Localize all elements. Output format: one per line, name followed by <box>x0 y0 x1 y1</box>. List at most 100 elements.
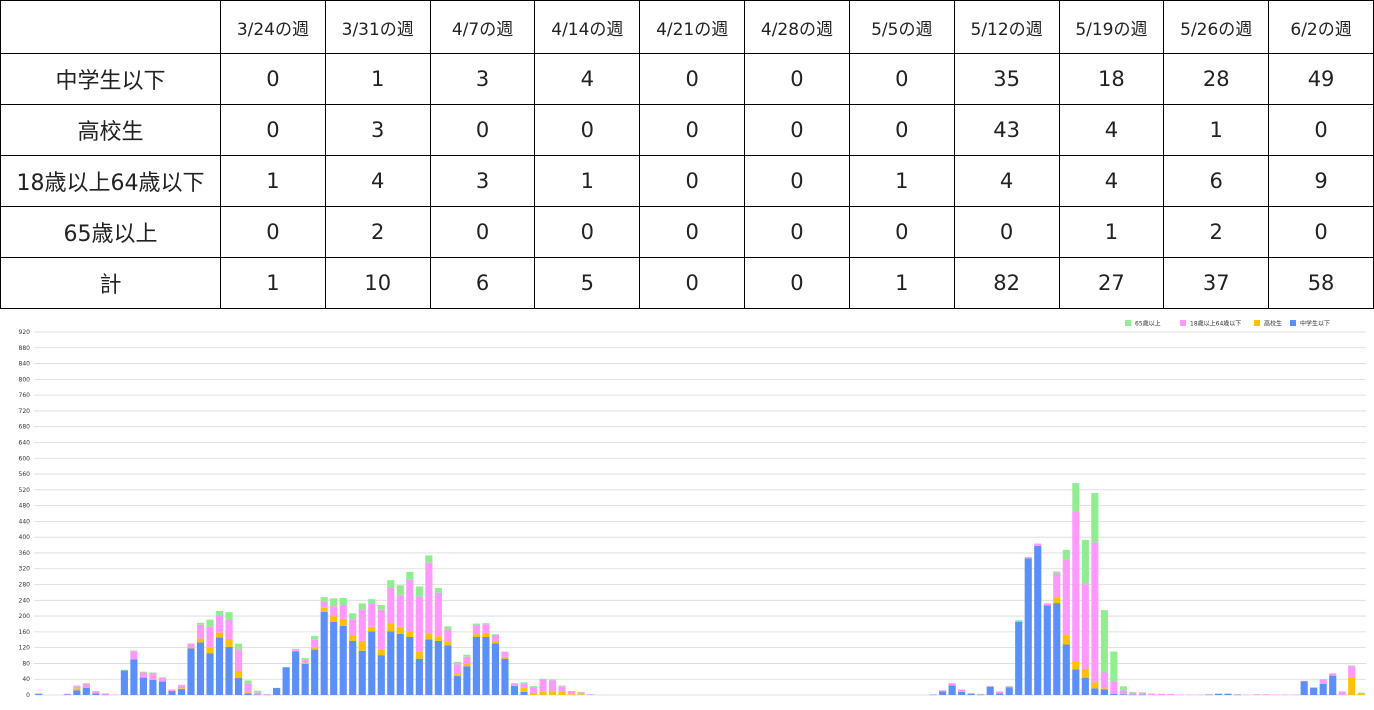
bar-segment <box>1262 694 1270 695</box>
bar-segment <box>501 656 509 659</box>
bar-segment <box>1138 692 1146 693</box>
bar-segment <box>225 638 233 647</box>
bar-segment <box>491 640 500 644</box>
bar-segment <box>415 596 423 652</box>
bar-segment <box>1129 692 1137 695</box>
bar-segment <box>577 694 585 695</box>
table-row: 65歳以上 0 2 0 0 0 0 0 0 1 2 0 <box>0 206 1374 258</box>
y-tick-label: 0 <box>26 692 30 699</box>
bar-segment <box>948 685 956 695</box>
stacked-bar-chart: 0 40 80 120 160 200 240 280 320 360 400 440 480 520 56… <box>19 320 1366 699</box>
bar-segment <box>1015 620 1023 623</box>
bar-segment <box>1329 675 1337 695</box>
bar-segment <box>130 659 138 695</box>
bar-segment <box>406 571 414 580</box>
bar-segment <box>567 691 576 695</box>
bar-segment <box>82 683 90 684</box>
bar-segment <box>1091 682 1099 689</box>
bar-segment <box>1034 543 1042 544</box>
bar-segment <box>1205 694 1213 696</box>
bar-segment <box>225 612 233 621</box>
table-cell: 0 <box>220 206 326 258</box>
bar-segment <box>1300 680 1308 682</box>
bar-segment <box>225 620 233 639</box>
bar-segment <box>1348 666 1356 679</box>
bar-segment <box>177 688 186 690</box>
bar-segment <box>396 595 404 627</box>
bar-segment <box>387 588 395 624</box>
y-tick-label: 240 <box>19 597 31 604</box>
bar-segment <box>158 681 167 695</box>
bar-segment <box>482 633 490 637</box>
bar-segment <box>292 648 300 651</box>
bar-segment <box>187 647 195 649</box>
bar-segment <box>301 663 309 695</box>
y-tick-label: 320 <box>19 566 31 573</box>
bar-segment <box>463 654 471 657</box>
bar-segment <box>406 631 414 637</box>
table-cell: 3 <box>429 53 536 105</box>
bar-segment <box>187 643 195 648</box>
bar-segment <box>377 609 385 650</box>
bar-segment <box>387 580 395 589</box>
row-label: 計 <box>0 257 221 309</box>
bar-segment <box>520 683 528 688</box>
bar-segment <box>120 670 128 695</box>
bar-segment <box>1138 692 1146 695</box>
table-cell: 0 <box>1268 206 1374 258</box>
bar-segment <box>1281 694 1289 696</box>
bar-segment <box>501 658 509 695</box>
bar-segment <box>977 694 985 696</box>
column-header: 4/28の週 <box>744 0 850 54</box>
bar-segment <box>301 662 309 664</box>
y-tick-label: 400 <box>19 534 31 541</box>
y-tick-label: 680 <box>19 424 31 431</box>
bar-segment <box>73 685 81 689</box>
bar-segment <box>254 690 262 693</box>
bar-segment <box>1338 691 1346 695</box>
bar-segment <box>463 656 471 664</box>
table-cell: 0 <box>534 104 641 156</box>
table-cell: 6 <box>1163 155 1270 207</box>
bar-segment <box>472 623 480 626</box>
bar-segment <box>215 637 224 695</box>
bar-segment <box>330 598 338 607</box>
bar-segment <box>254 694 262 696</box>
bar-segment <box>196 638 205 643</box>
bar-segment <box>149 672 157 674</box>
bar-segment <box>292 650 300 652</box>
bar-segment <box>548 679 557 681</box>
bar-segment <box>948 683 956 686</box>
table-cell: 4 <box>324 155 431 207</box>
bar-segment <box>377 605 385 610</box>
bar-segment <box>101 694 109 696</box>
bar-segment <box>1357 693 1365 695</box>
table-cell: 0 <box>744 257 850 309</box>
bar-segment <box>1081 677 1089 695</box>
table-cell: 58 <box>1268 257 1374 309</box>
bar-segment <box>425 555 433 563</box>
bar-segment <box>368 631 376 695</box>
bar-segment <box>206 619 214 627</box>
bar-segment <box>1205 694 1213 695</box>
y-tick-label: 440 <box>19 518 31 525</box>
bar-segment <box>349 640 357 695</box>
table-cell: 2 <box>324 206 431 258</box>
bar-segment <box>1053 571 1061 574</box>
bar-segment <box>1348 678 1356 695</box>
bar-segment <box>263 694 271 695</box>
bar-segment <box>1291 694 1299 696</box>
bar-segment <box>73 690 81 695</box>
table-cell: 0 <box>848 206 955 258</box>
bar-segment <box>358 650 366 695</box>
bar-segment <box>187 648 195 695</box>
table-cell: 0 <box>639 53 746 105</box>
bar-segment <box>330 606 338 617</box>
bar-segment <box>111 694 119 696</box>
bar-segment <box>358 609 366 641</box>
bar-segment <box>349 635 357 641</box>
bar-segment <box>339 625 347 695</box>
table-cell: 0 <box>534 206 641 258</box>
column-header: 3/24の週 <box>220 0 326 54</box>
table-cell: 1 <box>220 155 326 207</box>
